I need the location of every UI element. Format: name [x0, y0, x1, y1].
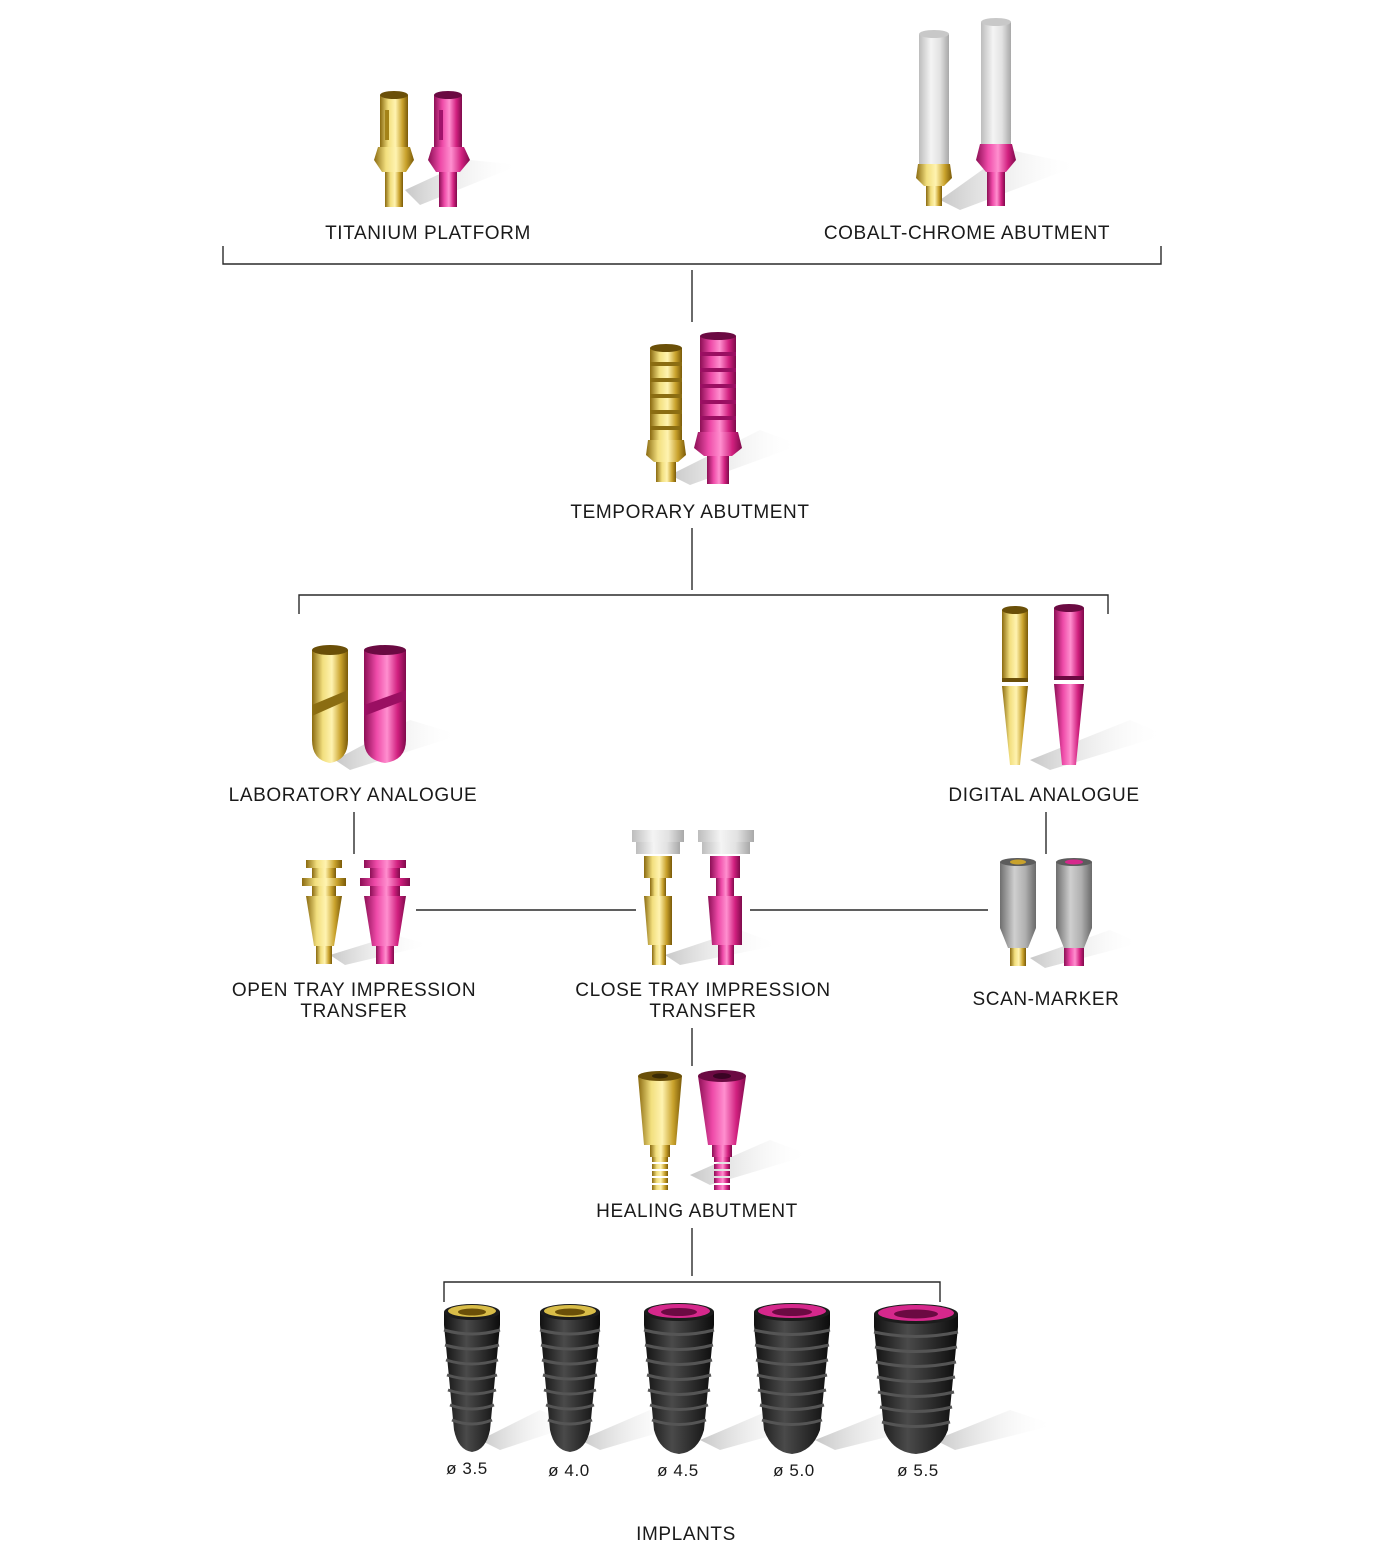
healing-abutment-magenta [698, 1070, 746, 1190]
scan-marker-gold [1000, 858, 1036, 966]
implant-diameter-4-0: ø 4.0 [548, 1461, 590, 1480]
close-tray-label-line2: TRANSFER [649, 1001, 756, 1022]
open-tray-label-line2: TRANSFER [300, 1001, 407, 1022]
laboratory-analogue-gold [312, 645, 348, 763]
laboratory-analogue-magenta [364, 645, 406, 763]
healing-abutment-magenta-thread [714, 1157, 730, 1190]
temporary-abutment-gold [646, 344, 686, 482]
connector-lines [222, 246, 1162, 1302]
implant-5-0 [753, 1303, 935, 1454]
digital-analogue-gold [1002, 606, 1028, 765]
titanium-platform-illustration [374, 91, 520, 207]
digital-analogue-label: DIGITAL ANALOGUE [948, 785, 1139, 806]
top-bracket [222, 246, 1162, 265]
titanium-platform-label: TITANIUM PLATFORM [325, 223, 531, 244]
open-tray-transfer-gold [302, 860, 346, 964]
close-tray-label-line1: CLOSE TRAY IMPRESSION [575, 980, 830, 1001]
digital-analogue-illustration [1002, 604, 1165, 770]
implant-diameter-3-5: ø 3.5 [446, 1459, 488, 1478]
open-tray-transfer-magenta [360, 860, 410, 964]
cobalt-chrome-gold [916, 30, 952, 206]
titanium-platform-magenta [428, 91, 470, 207]
laboratory-analogue-label: LABORATORY ANALOGUE [229, 785, 478, 806]
cobalt-chrome-magenta [976, 18, 1016, 206]
implant-diameter-5-5: ø 5.5 [897, 1461, 939, 1480]
close-tray-transfer-magenta [698, 830, 754, 965]
implant-diameter-5-0: ø 5.0 [773, 1461, 815, 1480]
digital-analogue-magenta [1054, 604, 1084, 765]
implant-3-5 [443, 1304, 575, 1452]
healing-abutment-gold-thread [652, 1157, 668, 1190]
analogue-bracket [298, 594, 1109, 614]
healing-abutment-label: HEALING ABUTMENT [596, 1201, 798, 1222]
cobalt-chrome-abutment-label: COBALT-CHROME ABUTMENT [824, 223, 1110, 244]
temporary-abutment-magenta [694, 332, 742, 484]
implants-label: IMPLANTS [636, 1524, 736, 1544]
close-tray-transfer-gold [632, 830, 684, 965]
scan-marker-label: SCAN-MARKER [972, 989, 1119, 1010]
healing-abutment-gold [638, 1071, 682, 1190]
open-tray-label-line1: OPEN TRAY IMPRESSION [232, 980, 476, 1001]
titanium-platform-gold [374, 91, 414, 207]
implants-illustration [443, 1303, 1055, 1454]
open-tray-transfer-illustration [302, 860, 430, 965]
healing-abutment-illustration [638, 1070, 810, 1190]
implant-bracket [443, 1281, 941, 1302]
laboratory-analogue-illustration [312, 645, 460, 770]
implant-diameter-4-5: ø 4.5 [657, 1461, 699, 1480]
temporary-abutment-label: TEMPORARY ABUTMENT [570, 502, 809, 523]
scan-marker-magenta [1056, 858, 1092, 966]
temporary-abutment-illustration [646, 332, 800, 485]
implant-4-5 [643, 1303, 810, 1454]
cobalt-chrome-abutment-illustration [916, 18, 1080, 210]
close-tray-transfer-illustration [632, 830, 780, 965]
implant-5-5 [873, 1304, 1055, 1454]
scan-marker-illustration [1000, 858, 1140, 968]
